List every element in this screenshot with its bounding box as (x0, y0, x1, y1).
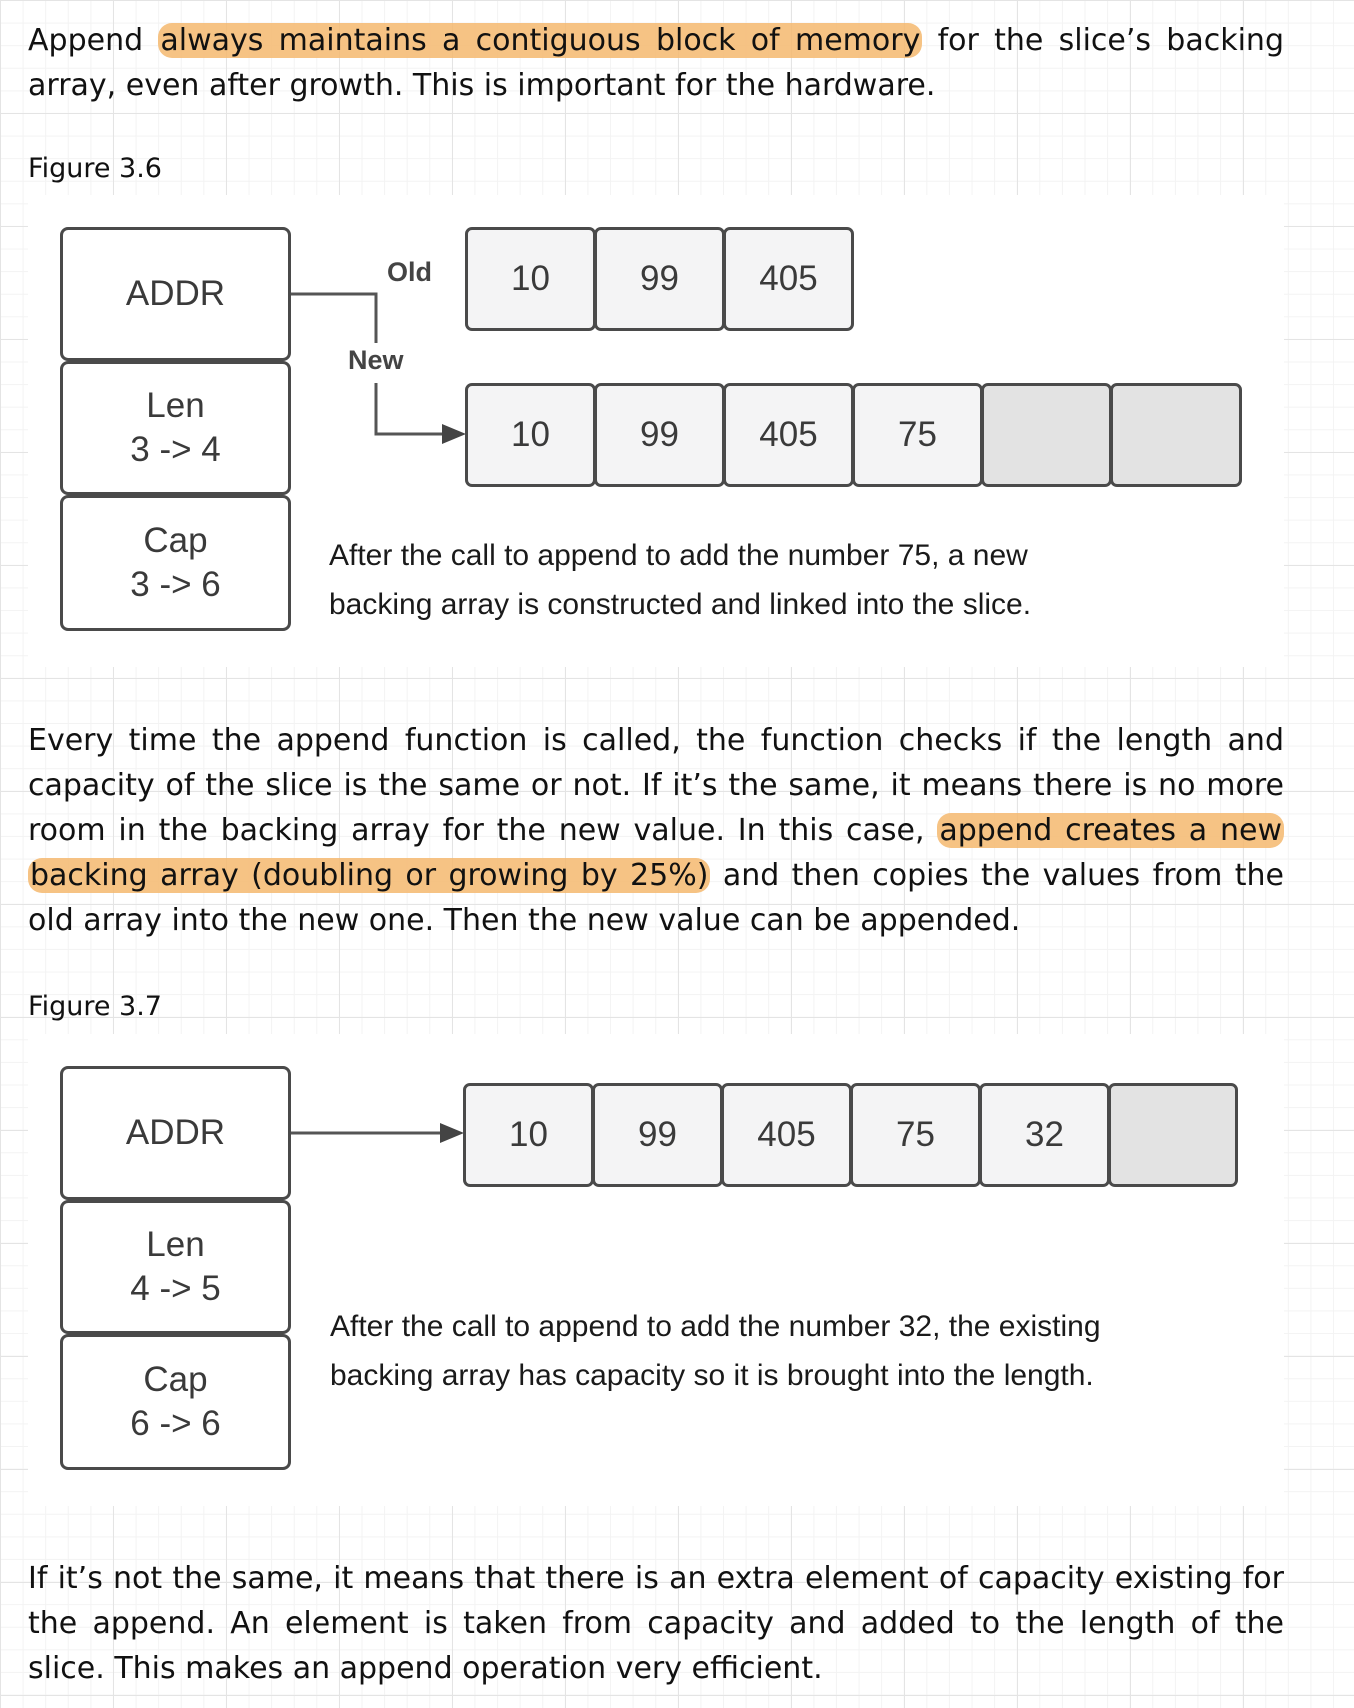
intro-text-end: for the slice’s backing array, even afte… (28, 23, 1284, 103)
figure-3-6-addr-label: ADDR (125, 274, 226, 313)
figure-3-6-addr-box: ADDR (60, 227, 291, 361)
figure-3-6-old-cell: 10 (465, 227, 596, 331)
append-growth-text-end: and then copies the values from the old … (28, 858, 1285, 938)
figure-3-6-label: Figure 3.6 (28, 153, 162, 184)
figure-3-6-caption: After the call to append to add the numb… (329, 531, 1031, 629)
figure-3-7-connector-arrow (288, 1123, 464, 1143)
figure-3-6-empty-cell (1110, 383, 1242, 487)
figure-3-7-len-label: Len (146, 1225, 205, 1264)
figure-3-7-caption-line-2: backing array has capacity so it is brou… (330, 1359, 1094, 1392)
figure-3-6-caption-line-1: After the call to append to add the numb… (329, 539, 1028, 572)
figure-3-6-len-label: Len (146, 386, 205, 425)
figure-3-7-len-box: Len 4 -> 5 (60, 1200, 291, 1334)
intro-text-start: Append (28, 23, 159, 58)
figure-3-7-cap-box: Cap 6 -> 6 (60, 1334, 291, 1470)
figure-3-6-new-cell: 75 (852, 383, 983, 487)
figure-3-6-empty-cell (981, 383, 1112, 487)
figure-3-6-old-cell: 99 (594, 227, 725, 331)
figure-3-7-label: Figure 3.7 (28, 991, 162, 1022)
figure-3-7-caption-line-1: After the call to append to add the numb… (330, 1310, 1101, 1343)
capacity-paragraph: If it’s not the same, it means that ther… (28, 1561, 1284, 1686)
append-growth-text-start: Every time the append function is called… (28, 723, 1284, 848)
figure-3-7-cap-value: 6 -> 6 (130, 1404, 221, 1443)
figure-3-6-new-label: New (348, 345, 404, 375)
figure-3-6-cap-label: Cap (143, 521, 208, 560)
figure-3-6-cap-box: Cap 3 -> 6 (60, 495, 291, 631)
figure-3-6-new-cell: 405 (723, 383, 854, 487)
figure-3-6-caption-line-2: backing array is constructed and linked … (329, 588, 1032, 621)
figure-3-7-cell: 10 (463, 1083, 594, 1187)
figure-3-7-cell: 405 (721, 1083, 852, 1187)
figure-3-7-caption: After the call to append to add the numb… (330, 1302, 1101, 1400)
figure-3-6-new-cell: 10 (465, 383, 596, 487)
figure-3-7-empty-cell (1108, 1083, 1238, 1187)
figure-3-7-addr-box: ADDR (60, 1066, 291, 1200)
figure-3-7-cap-label: Cap (143, 1360, 208, 1399)
figure-3-6-len-value: 3 -> 4 (130, 430, 221, 469)
figure-3-6-old-cell: 405 (723, 227, 854, 331)
append-growth-paragraph: Every time the append function is called… (28, 718, 1285, 943)
figure-3-7-addr-label: ADDR (125, 1113, 226, 1152)
figure-3-6-old-label: Old (387, 257, 432, 287)
figure-3-7-cell: 32 (979, 1083, 1110, 1187)
figure-3-6-cap-value: 3 -> 6 (130, 565, 221, 604)
figure-3-6-new-cell: 99 (594, 383, 725, 487)
figure-3-7-cell: 75 (850, 1083, 981, 1187)
figure-3-7: ADDR Len 4 -> 5 Cap 6 -> 6 10 99 405 75 … (28, 1034, 1284, 1506)
intro-highlight: always maintains a contiguous block of m… (158, 23, 923, 58)
figure-3-6-len-box: Len 3 -> 4 (60, 361, 291, 495)
figure-3-7-cell: 99 (592, 1083, 723, 1187)
figure-3-7-len-value: 4 -> 5 (130, 1269, 221, 1308)
figure-3-6-connector-arrow (288, 292, 466, 444)
intro-paragraph: Append always maintains a contiguous blo… (28, 18, 1284, 108)
figure-3-6: ADDR Len 3 -> 4 Cap 3 -> 6 Old New 10 99… (28, 195, 1284, 667)
